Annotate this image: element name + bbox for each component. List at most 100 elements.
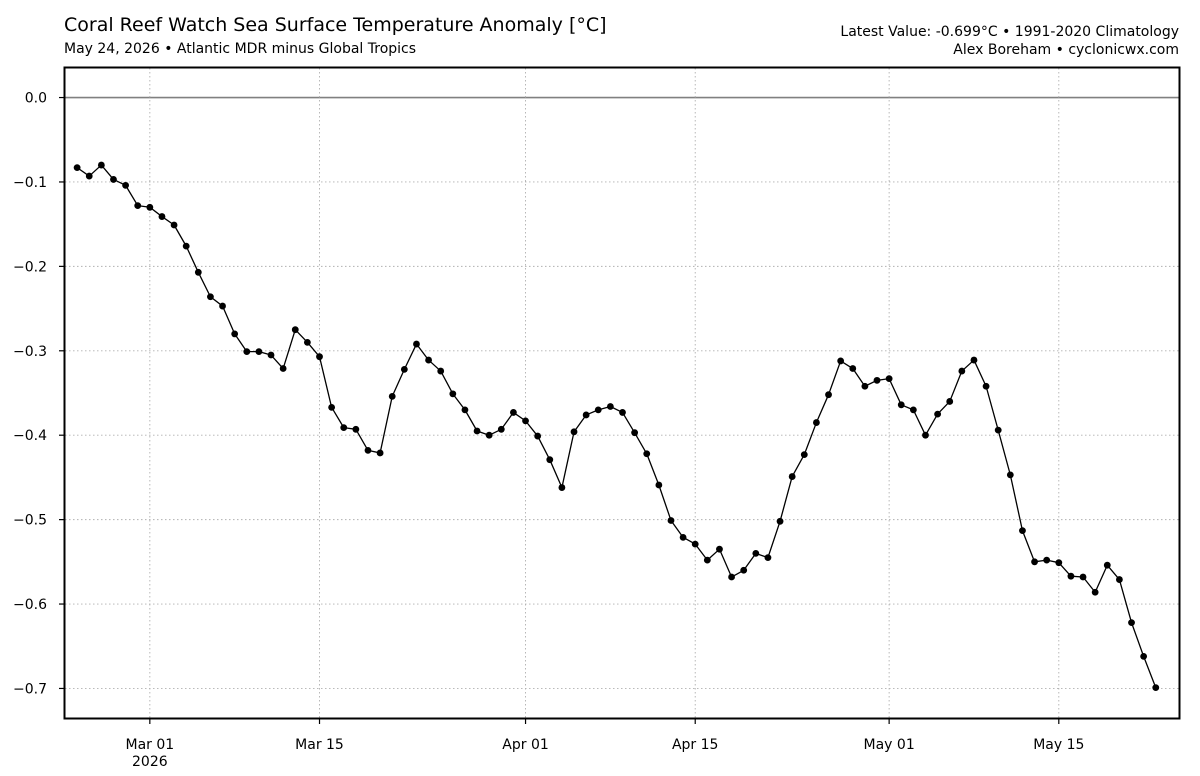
y-tick-label: −0.2 — [13, 259, 47, 275]
data-point — [134, 202, 142, 210]
data-point — [316, 353, 323, 361]
data-point — [643, 450, 651, 458]
data-point — [122, 181, 129, 189]
data-point — [1128, 619, 1135, 627]
data-layer — [73, 161, 1160, 692]
data-point — [1152, 684, 1160, 692]
y-tick-label: 0.0 — [25, 91, 47, 107]
data-point — [570, 428, 578, 436]
data-point — [1031, 558, 1038, 566]
data-point — [376, 449, 384, 457]
x-tick-sublabel: 2026 — [132, 754, 168, 770]
data-point — [897, 401, 905, 409]
plot-frame — [63, 66, 1181, 720]
data-point — [461, 406, 469, 414]
data-point — [522, 417, 529, 425]
data-point — [1067, 572, 1075, 580]
data-point — [1140, 652, 1148, 660]
data-point — [231, 330, 239, 338]
data-point — [473, 427, 481, 435]
data-point — [413, 340, 420, 348]
series-line — [76, 164, 1157, 688]
data-point — [752, 549, 760, 557]
data-point — [110, 176, 117, 183]
data-point — [970, 356, 978, 364]
data-point — [837, 357, 845, 365]
data-point — [594, 406, 602, 414]
y-tick-label: −0.4 — [13, 428, 47, 444]
data-point — [582, 411, 590, 419]
data-point — [364, 447, 372, 454]
data-point — [279, 365, 287, 372]
data-point — [255, 348, 263, 356]
y-tick-label: −0.7 — [13, 681, 47, 697]
x-tick-label: May 01 — [864, 737, 915, 753]
data-point — [340, 424, 348, 432]
data-point — [788, 473, 796, 480]
data-point — [958, 367, 966, 375]
data-point — [85, 172, 93, 180]
data-point — [558, 484, 566, 491]
x-tick-label: Mar 15 — [295, 737, 344, 753]
data-point — [437, 367, 445, 375]
data-point — [813, 419, 820, 426]
chart-subtitle: May 24, 2026 • Atlantic MDR minus Global… — [64, 41, 417, 57]
data-point — [909, 406, 917, 414]
data-point — [716, 545, 723, 553]
data-point — [934, 410, 942, 418]
data-point — [146, 203, 154, 211]
data-point — [534, 432, 542, 440]
data-point — [425, 356, 432, 364]
data-point — [1116, 576, 1123, 583]
data-point — [861, 382, 869, 390]
data-point — [1006, 471, 1014, 479]
data-point — [631, 429, 639, 437]
data-point — [449, 390, 457, 398]
data-point — [73, 164, 81, 172]
x-tick-label: Apr 15 — [672, 737, 718, 753]
data-point — [679, 533, 687, 541]
data-point — [352, 425, 360, 433]
data-point — [546, 456, 554, 464]
data-point — [776, 517, 784, 525]
data-point — [849, 365, 857, 372]
data-point — [170, 221, 178, 229]
data-point — [667, 517, 675, 524]
data-point — [219, 302, 226, 310]
data-point — [873, 376, 881, 384]
data-point — [485, 431, 493, 439]
data-point — [885, 375, 893, 383]
data-point — [400, 365, 408, 373]
data-point — [303, 338, 311, 346]
data-point — [97, 161, 105, 169]
data-point — [922, 431, 929, 439]
data-point — [243, 348, 251, 356]
latest-value-info: Latest Value: -0.699°C • 1991-2020 Clima… — [840, 24, 1179, 40]
axis-layer: 0.0 −0.1 −0.2 −0.3 −0.4 −0.5 −0.6 −0.7 Mar 01202… — [13, 91, 1084, 770]
data-point — [1055, 559, 1063, 567]
data-point — [328, 403, 336, 411]
data-point — [267, 351, 275, 359]
data-point — [740, 566, 748, 574]
data-point — [825, 391, 832, 399]
x-tick-label: Mar 01 — [125, 737, 174, 753]
data-point — [655, 481, 663, 489]
y-tick-label: −0.3 — [13, 344, 47, 360]
data-point — [1091, 588, 1099, 596]
grid-layer — [65, 68, 1180, 718]
chart-title: Coral Reef Watch Sea Surface Temperature… — [64, 14, 607, 36]
x-tick-label: May 15 — [1033, 737, 1084, 753]
data-point — [510, 409, 517, 416]
y-tick-label: −0.1 — [13, 175, 47, 191]
x-tick-label: Apr 01 — [502, 737, 548, 753]
data-point — [1103, 561, 1111, 569]
data-point — [207, 293, 214, 301]
data-point — [158, 213, 166, 220]
data-point — [291, 326, 299, 334]
data-point — [1079, 573, 1087, 581]
data-point — [619, 409, 626, 416]
author-credit: Alex Boreham • cyclonicwx.com — [953, 42, 1179, 58]
data-point — [691, 540, 699, 548]
data-point — [182, 242, 190, 250]
